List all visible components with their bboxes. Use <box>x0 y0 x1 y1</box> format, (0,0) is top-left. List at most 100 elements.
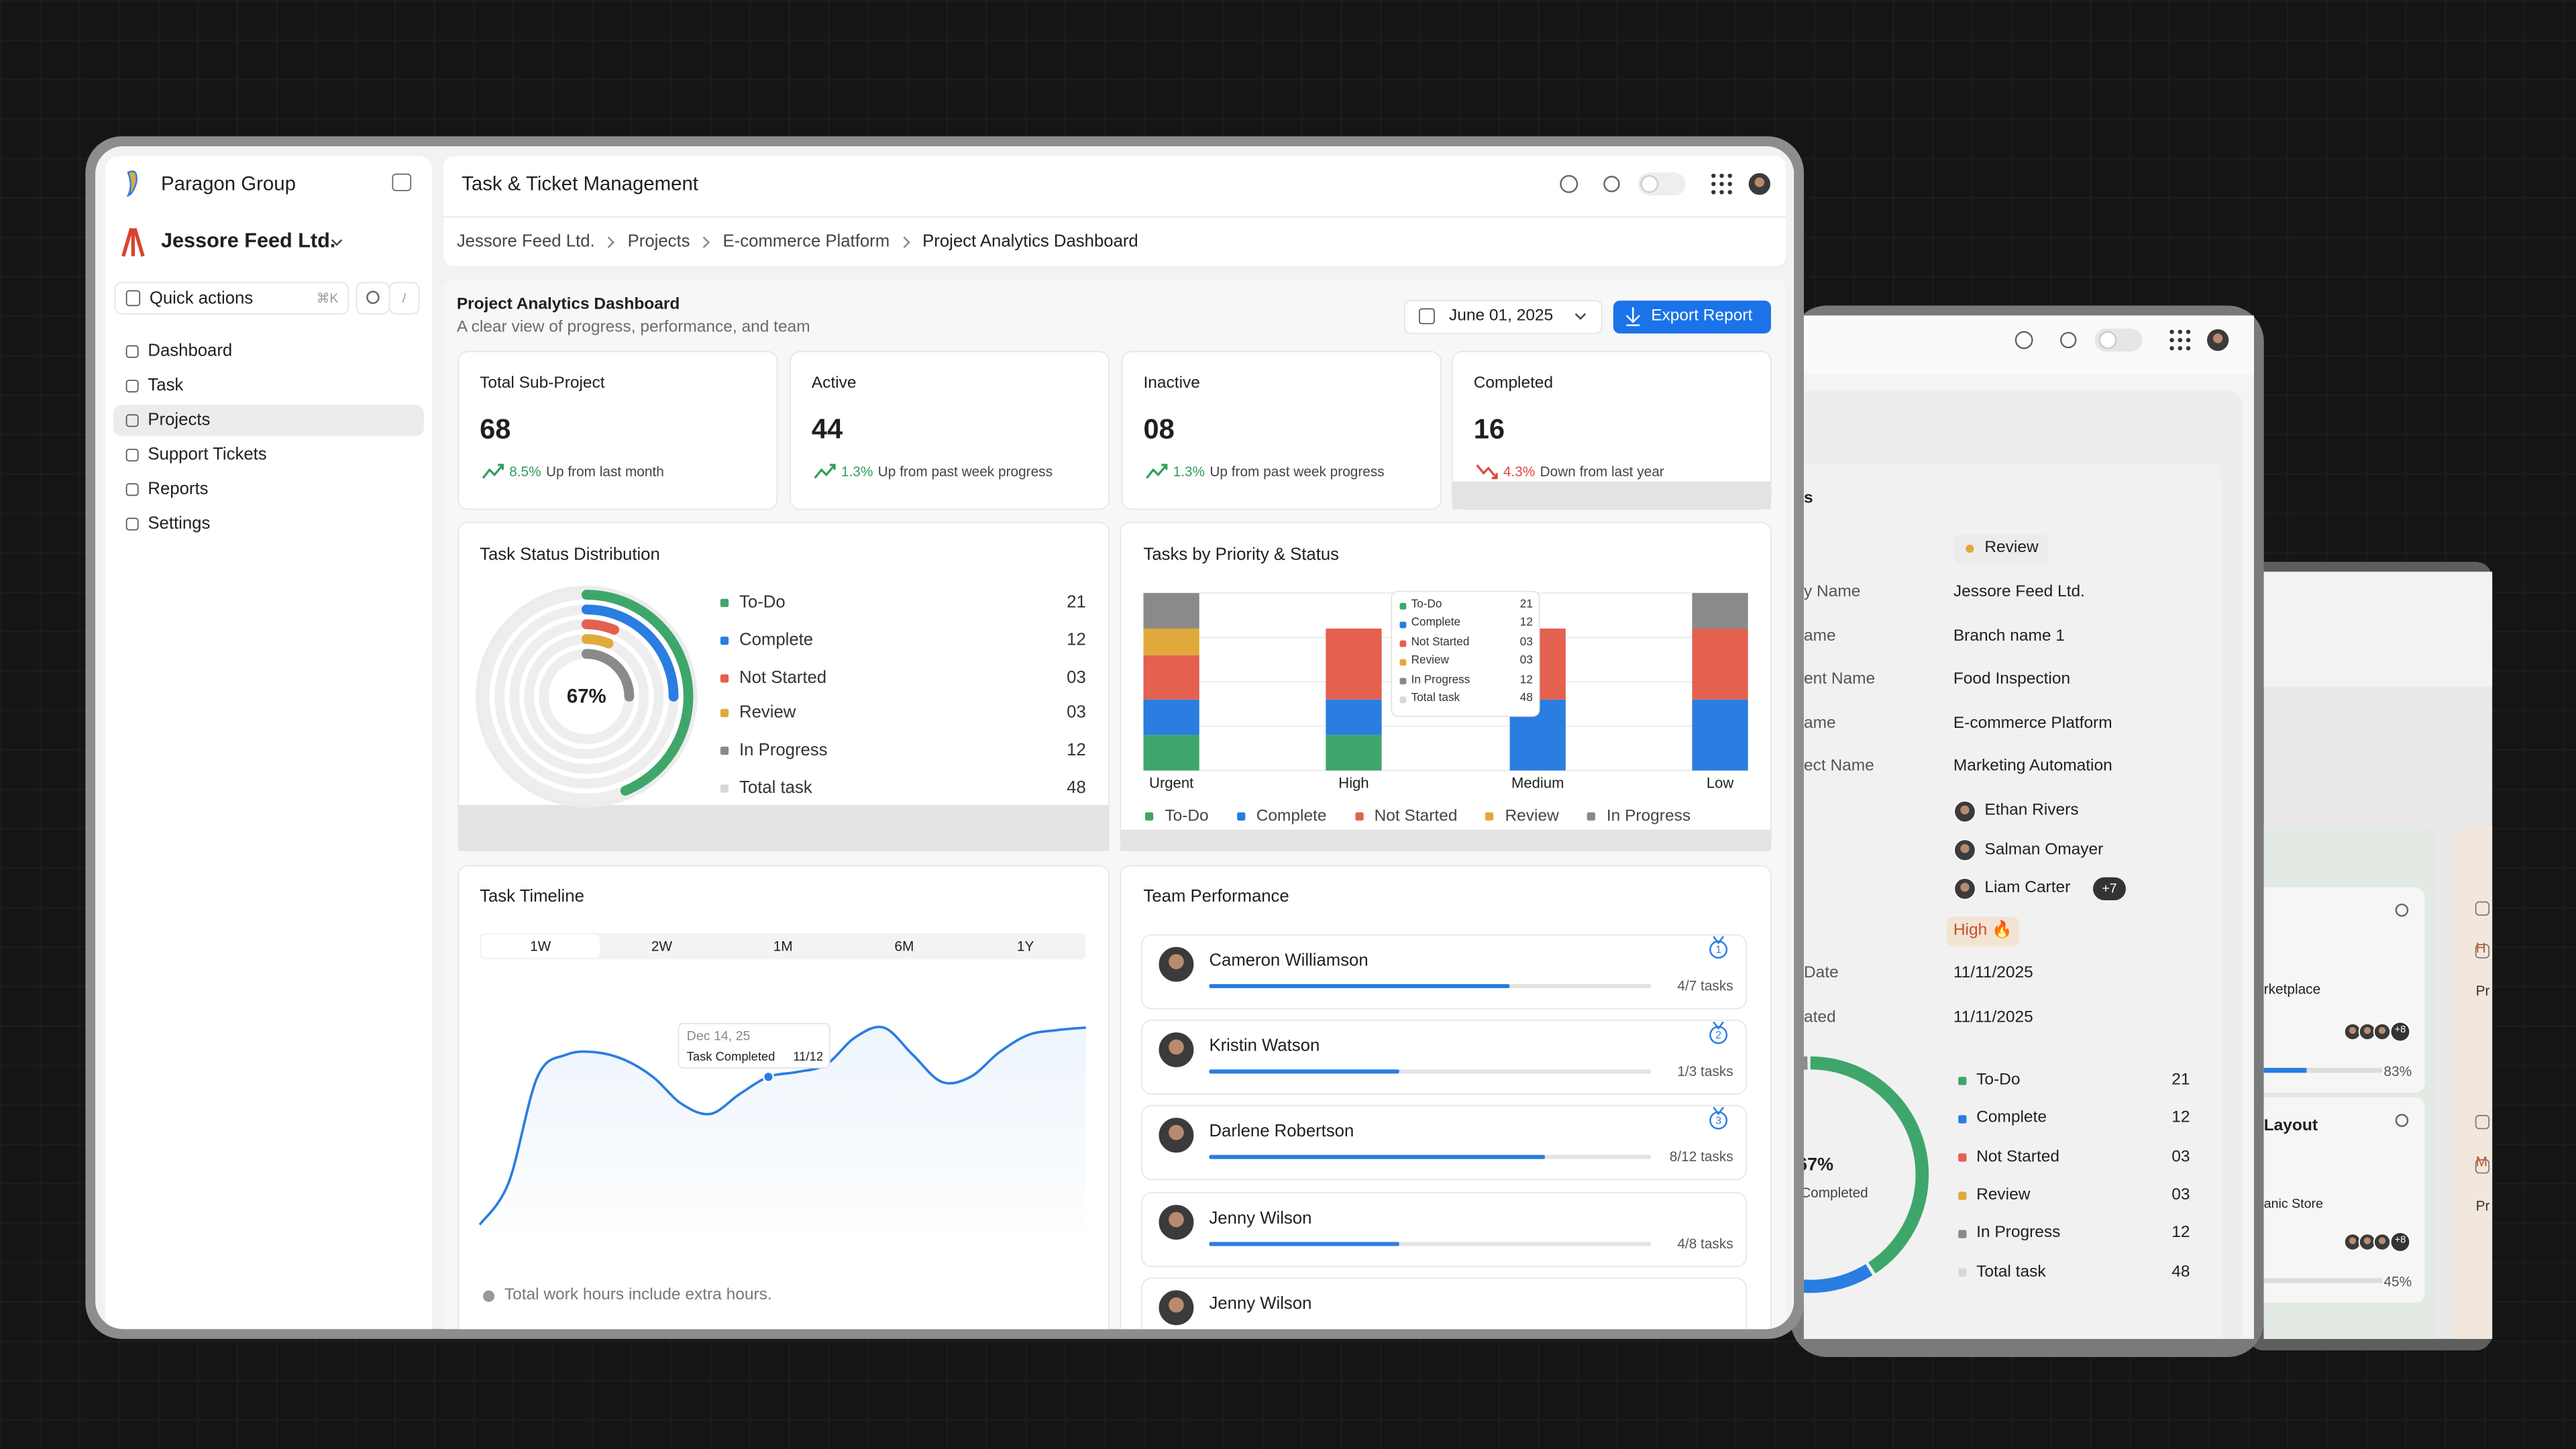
x-tick-label: Urgent <box>1149 774 1194 792</box>
legend: To-Do Complete Not Started Review In Progres… <box>1144 807 1719 826</box>
legend-value: 48 <box>2171 1263 2190 1281</box>
range-tab[interactable]: 1Y <box>1016 938 1034 955</box>
progress-percent: 83% <box>2383 1063 2412 1079</box>
branch-icon <box>2395 903 2409 917</box>
date-button <box>1404 300 1603 335</box>
tooltip-dot <box>1399 621 1407 629</box>
company-name[interactable]: Jessore Feed Ltd. <box>161 229 336 252</box>
bar-segment <box>1326 628 1382 700</box>
member-name[interactable]: Darlene Robertson <box>1209 1121 1354 1142</box>
bar-segment <box>1692 628 1748 700</box>
stat-note: Up from past week progress <box>877 463 1053 480</box>
nav-item[interactable]: Support Tickets <box>148 444 267 465</box>
stat-note: Up from last month <box>545 463 664 480</box>
progress-fill <box>1209 1069 1399 1074</box>
member-row <box>1141 1105 1748 1181</box>
section-title: s <box>1803 489 1813 508</box>
tooltip-label: Review <box>1411 655 1449 667</box>
field-value: Food Inspection <box>1953 670 2071 689</box>
progress-fill <box>1209 1155 1546 1159</box>
avatar-face <box>1960 805 1970 815</box>
nav-active-bg <box>113 405 424 437</box>
member-row <box>1141 1277 1748 1330</box>
legend-label: Review <box>739 702 796 722</box>
member-name: Ethan Rivers <box>1984 802 2079 820</box>
apps-dot <box>1711 173 1716 178</box>
legend-label: To-Do <box>739 592 786 612</box>
range-tab[interactable]: 1M <box>773 938 793 955</box>
stat-change: 1.3% <box>1173 463 1205 480</box>
member-name[interactable]: Kristin Watson <box>1209 1036 1320 1056</box>
field-label: ated <box>1803 1008 1836 1027</box>
ring-center: 67% <box>566 684 606 708</box>
bar-segment <box>1326 735 1382 771</box>
field-label: y Name <box>1803 583 1861 602</box>
legend-dot <box>1958 1191 1967 1200</box>
nav-item[interactable]: Task <box>148 376 184 396</box>
apps-dot <box>2186 337 2191 343</box>
apps-dot <box>1719 182 1724 186</box>
scroll-shade <box>458 805 1110 851</box>
info-icon <box>483 1290 495 1302</box>
apps-dot <box>2186 346 2191 351</box>
legend-label: To-Do <box>1165 807 1209 826</box>
quick-actions-icon <box>125 290 141 307</box>
stat-change: 1.3% <box>841 463 873 480</box>
trend-down-icon <box>1476 464 1498 480</box>
legend-label: Review <box>1976 1185 2031 1204</box>
tooltip-value: 12 <box>1519 618 1533 630</box>
progress-track <box>2263 1067 2383 1073</box>
field-value: Marketing Automation <box>1953 757 2112 775</box>
breadcrumb-separator <box>602 235 615 248</box>
member-name[interactable]: Jenny Wilson <box>1209 1294 1312 1314</box>
tooltip-label: Total task <box>1411 692 1460 705</box>
chat-icon <box>2015 331 2033 350</box>
calendar-icon <box>1419 308 1435 325</box>
breadcrumb-item[interactable]: E-commerce Platform <box>722 231 890 252</box>
breadcrumb-item[interactable]: Projects <box>627 231 690 252</box>
avatar-face <box>1169 1039 1184 1055</box>
legend-swatch <box>1144 812 1154 821</box>
nav-item[interactable]: Settings <box>148 513 211 534</box>
legend-label: Not Started <box>739 668 827 688</box>
card-title: rketplace <box>2263 980 2321 998</box>
nav-icon <box>125 517 139 531</box>
range-tab[interactable]: 6M <box>894 938 914 955</box>
status-dot <box>1966 544 1974 553</box>
progress-track <box>2263 1278 2383 1283</box>
stat-note: Down from last year <box>1540 463 1664 480</box>
tooltip-label: Task Completed <box>686 1049 775 1064</box>
quick-actions[interactable]: Quick actions <box>149 288 254 308</box>
legend-item: Complete <box>1236 808 1327 826</box>
legend-dot <box>720 747 729 755</box>
field-label: Date <box>1803 964 1839 983</box>
export-button-label[interactable]: Export Report <box>1651 307 1753 325</box>
board-card <box>2263 887 2425 1093</box>
legend-value: 12 <box>2171 1224 2190 1242</box>
date-picker[interactable]: June 01, 2025 <box>1449 307 1554 325</box>
legend-dot <box>720 636 729 645</box>
tooltip-value: 03 <box>1519 655 1533 667</box>
member-name[interactable]: Cameron Williamson <box>1209 951 1368 971</box>
member-name[interactable]: Jenny Wilson <box>1209 1208 1312 1229</box>
range-tabs <box>480 933 1086 960</box>
legend-label: Not Started <box>1374 807 1458 826</box>
range-tab[interactable]: 1W <box>530 938 551 955</box>
nav-item[interactable]: Reports <box>148 479 209 499</box>
apps-dot <box>1727 190 1732 195</box>
range-tab[interactable]: 2W <box>651 938 673 955</box>
nav-item[interactable]: Dashboard <box>148 341 233 362</box>
side-icon <box>2475 1159 2490 1174</box>
bell-icon <box>2060 331 2077 349</box>
side-text: M <box>2475 1152 2487 1170</box>
legend-value: 12 <box>2171 1109 2190 1128</box>
apps-dot <box>1719 190 1724 195</box>
chart-note: Total work hours include extra hours. <box>504 1286 772 1305</box>
breadcrumb-item[interactable]: Jessore Feed Ltd. <box>456 231 595 252</box>
tooltip-dot <box>1399 659 1407 666</box>
export-button <box>1613 301 1772 334</box>
nav-item[interactable]: Projects <box>148 410 211 430</box>
legend-label: Review <box>1505 807 1559 826</box>
member-tasks: 1/3 tasks <box>1677 1063 1733 1079</box>
